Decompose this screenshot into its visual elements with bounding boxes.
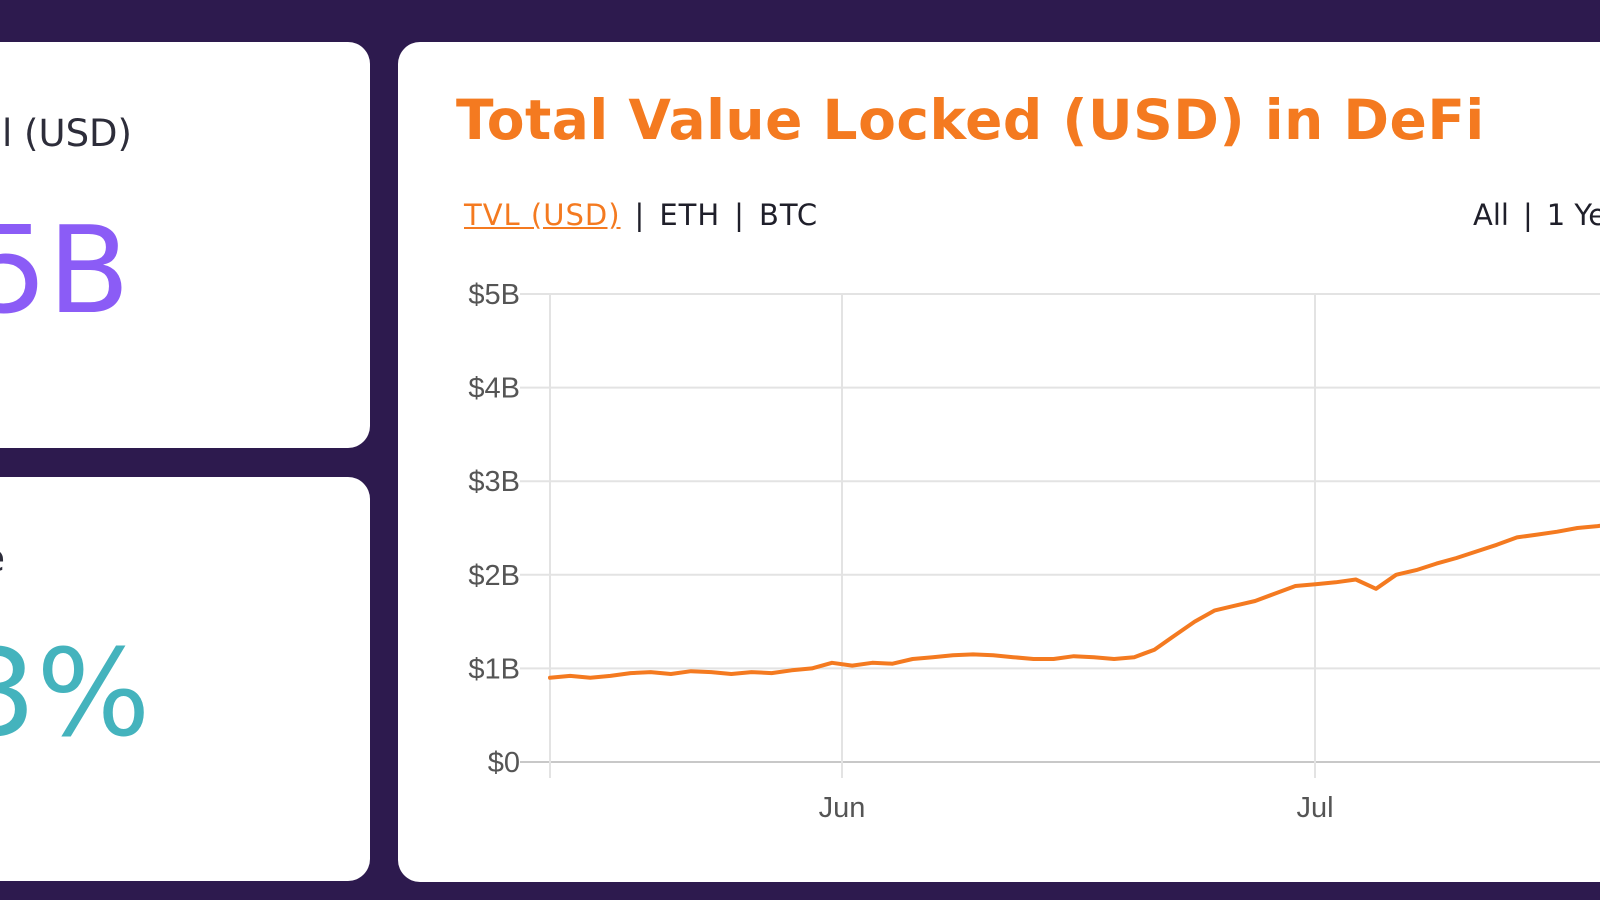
dominance-stat-value: 3% [0,625,151,764]
y-tick-label: $1B [468,653,520,685]
y-tick-label: $5B [468,279,520,311]
tab-separator: | [734,198,745,232]
chart-title: Total Value Locked (USD) in DeFi [456,88,1485,152]
tvl-stat-card: l (USD) 5B [0,42,370,448]
y-tick-label: $3B [468,466,520,498]
tab-tvl-usd[interactable]: TVL (USD) [464,198,621,232]
range-1year[interactable]: 1 Ye [1546,198,1600,232]
unit-tabs: TVL (USD) | ETH | BTC [464,198,818,232]
tab-separator: | [1522,198,1533,232]
series-line-tvl [548,523,1600,680]
y-tick-label: $4B [468,373,520,405]
range-tabs: All | 1 Ye [1473,198,1600,232]
tvl-stat-label: l (USD) [2,112,132,155]
tab-eth[interactable]: ETH [659,198,721,232]
y-tick-label: $0 [488,747,520,779]
tvl-chart-card: Total Value Locked (USD) in DeFi TVL (US… [398,42,1600,882]
x-tick-label: Jul [1296,792,1333,824]
range-all[interactable]: All [1473,198,1509,232]
tvl-line-chart: $0 $1B $2B $3B $4B $5B Jun Jul [468,279,1600,824]
y-tick-label: $2B [468,560,520,592]
tvl-stat-value: 5B [0,202,130,341]
x-tick-label: Jun [819,792,866,824]
tab-separator: | [634,198,646,232]
dominance-stat-label: e [0,537,5,580]
dominance-stat-card: e 3% [0,477,370,881]
tab-btc[interactable]: BTC [758,198,819,232]
